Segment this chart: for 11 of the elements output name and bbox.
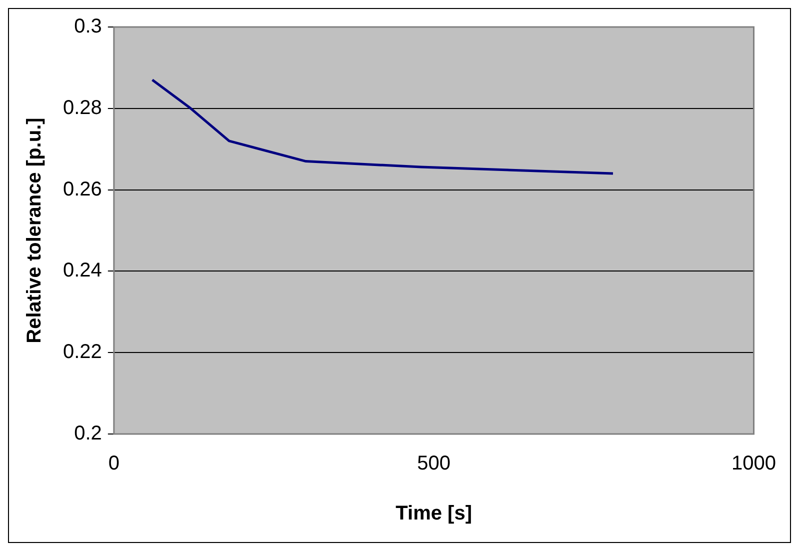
y-tick-label: 0.28 xyxy=(62,96,102,119)
x-tick-label: 0 xyxy=(108,452,120,475)
y-tick-label: 0.22 xyxy=(62,341,102,364)
y-axis-title: Relative tolerance [p.u.] xyxy=(24,118,46,344)
x-tick-label: 1000 xyxy=(732,452,776,475)
x-axis-title: Time [s] xyxy=(396,502,472,525)
x-tick-label: 500 xyxy=(417,452,451,475)
y-tick-label: 0.3 xyxy=(74,16,102,38)
y-tick-label: 0.24 xyxy=(62,260,102,282)
y-tick-label: 0.2 xyxy=(74,422,102,445)
y-tick-label: 0.26 xyxy=(62,178,102,200)
